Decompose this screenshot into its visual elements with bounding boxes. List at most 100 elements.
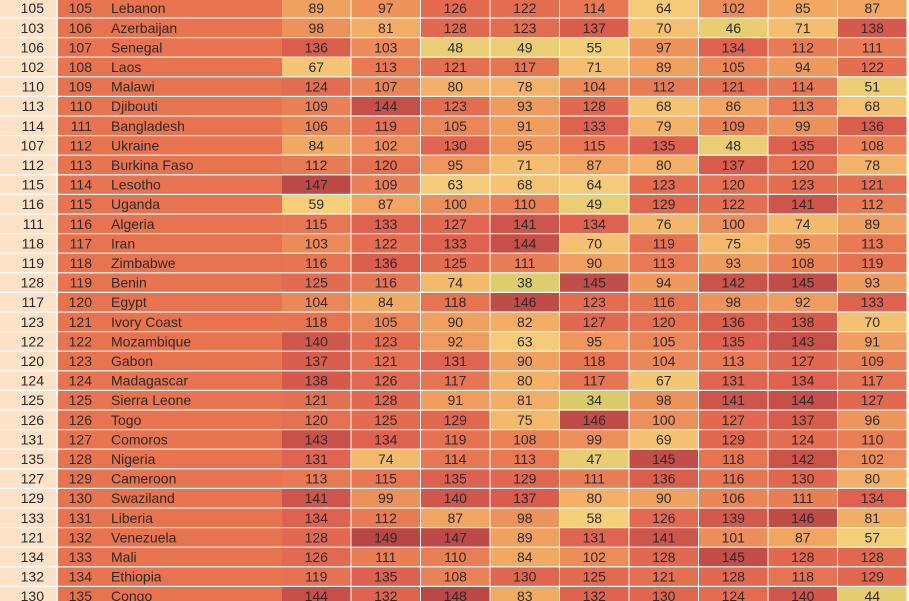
heat-cell [768, 587, 837, 601]
heat-cell-value: 143 [305, 431, 329, 447]
heat-cell-value: 99 [378, 490, 394, 506]
heat-cell-value: 146 [513, 294, 537, 310]
prev-rank-label: 106 [21, 39, 45, 55]
heat-cell [838, 273, 907, 292]
heat-cell [838, 567, 907, 586]
heat-cell [490, 253, 559, 273]
heat-cell [421, 273, 490, 292]
country-cell [102, 234, 282, 253]
heat-cell [560, 214, 629, 233]
country-cell [102, 430, 282, 449]
heat-cell [351, 18, 420, 37]
heat-cell-value: 141 [513, 216, 537, 232]
heat-cell [768, 528, 837, 547]
rank-label: 132 [69, 529, 93, 545]
heat-cell-value: 128 [861, 549, 885, 565]
heat-cell [560, 449, 629, 469]
heat-cell-value: 71 [795, 20, 811, 36]
country-label: Nigeria [111, 451, 156, 467]
rank-cell [58, 430, 102, 449]
heat-cell-value: 108 [861, 137, 885, 153]
country-cell [102, 293, 282, 312]
heat-cell-value: 126 [305, 549, 329, 565]
heat-cell-value: 121 [722, 79, 746, 95]
heat-cell-value: 113 [305, 471, 328, 487]
heat-cell-value: 84 [517, 549, 533, 565]
country-cell [102, 312, 282, 331]
heat-cell-value: 117 [444, 373, 467, 389]
heat-cell [560, 195, 629, 214]
heat-cell-value: 118 [792, 569, 815, 585]
heat-cell [560, 136, 629, 155]
heat-cell [768, 312, 837, 331]
rank-cell [58, 312, 102, 331]
heat-cell [768, 136, 837, 155]
heat-cell [629, 371, 698, 390]
heat-cell-value: 71 [586, 59, 602, 75]
heat-cell-value: 92 [795, 294, 811, 310]
country-cell [102, 136, 282, 155]
heat-cell-value: 127 [444, 216, 468, 232]
country-cell [102, 332, 282, 351]
prev-rank-cell [0, 253, 56, 273]
rank-cell [58, 469, 102, 488]
heat-cell [560, 371, 629, 390]
heat-cell [560, 391, 629, 410]
heat-cell-value: 87 [795, 529, 811, 545]
heat-cell [768, 410, 837, 429]
heat-cell-value: 105 [444, 118, 468, 134]
heat-cell-value: 98 [308, 20, 324, 36]
heat-cell-value: 87 [378, 196, 394, 212]
heat-cell [629, 0, 698, 18]
rank-cell [58, 547, 102, 567]
rank-cell [58, 391, 102, 410]
country-label: Azerbaijan [111, 20, 177, 36]
heat-cell [768, 351, 837, 371]
heat-cell-value: 112 [653, 79, 676, 95]
rank-cell [58, 0, 102, 18]
prev-rank-label: 123 [21, 314, 45, 330]
heat-cell [351, 253, 420, 273]
country-label: Comoros [111, 431, 168, 447]
heat-cell [490, 312, 559, 331]
rank-cell [58, 155, 102, 175]
heat-cell-value: 126 [374, 373, 398, 389]
heat-cell [421, 293, 490, 312]
heat-cell [351, 391, 420, 410]
heat-cell-value: 115 [583, 137, 606, 153]
heat-cell [282, 155, 351, 175]
rank-cell [58, 371, 102, 390]
heat-cell-value: 74 [795, 216, 811, 232]
heat-cell [282, 351, 351, 371]
country-cell [102, 77, 282, 96]
heat-cell [282, 195, 351, 214]
heat-cell [699, 508, 768, 527]
rank-label: 128 [69, 451, 93, 467]
rank-label: 123 [69, 353, 93, 369]
heat-cell-value: 112 [305, 157, 328, 173]
heat-cell [490, 410, 559, 429]
heat-cell [629, 547, 698, 567]
heat-cell-value: 142 [722, 275, 746, 291]
heat-cell [282, 136, 351, 155]
heat-cell-value: 137 [791, 412, 815, 428]
heat-cell [838, 449, 907, 469]
heat-cell [838, 155, 907, 175]
heat-cell-value: 136 [722, 314, 746, 330]
prev-rank-cell [0, 234, 56, 253]
heat-cell-value: 109 [374, 177, 398, 193]
heat-cell [421, 587, 490, 601]
heat-cell [699, 430, 768, 449]
heat-cell-value: 127 [583, 314, 607, 330]
heat-cell-value: 71 [517, 157, 533, 173]
prev-rank-cell [0, 508, 56, 527]
heat-cell-value: 48 [447, 39, 463, 55]
country-label: Burkina Faso [111, 157, 194, 173]
heat-cell [629, 175, 698, 194]
heat-cell [490, 136, 559, 155]
prev-rank-label: 132 [21, 569, 45, 585]
heat-cell [351, 77, 420, 96]
heat-cell-value: 110 [444, 549, 467, 565]
country-label: Laos [111, 59, 141, 75]
